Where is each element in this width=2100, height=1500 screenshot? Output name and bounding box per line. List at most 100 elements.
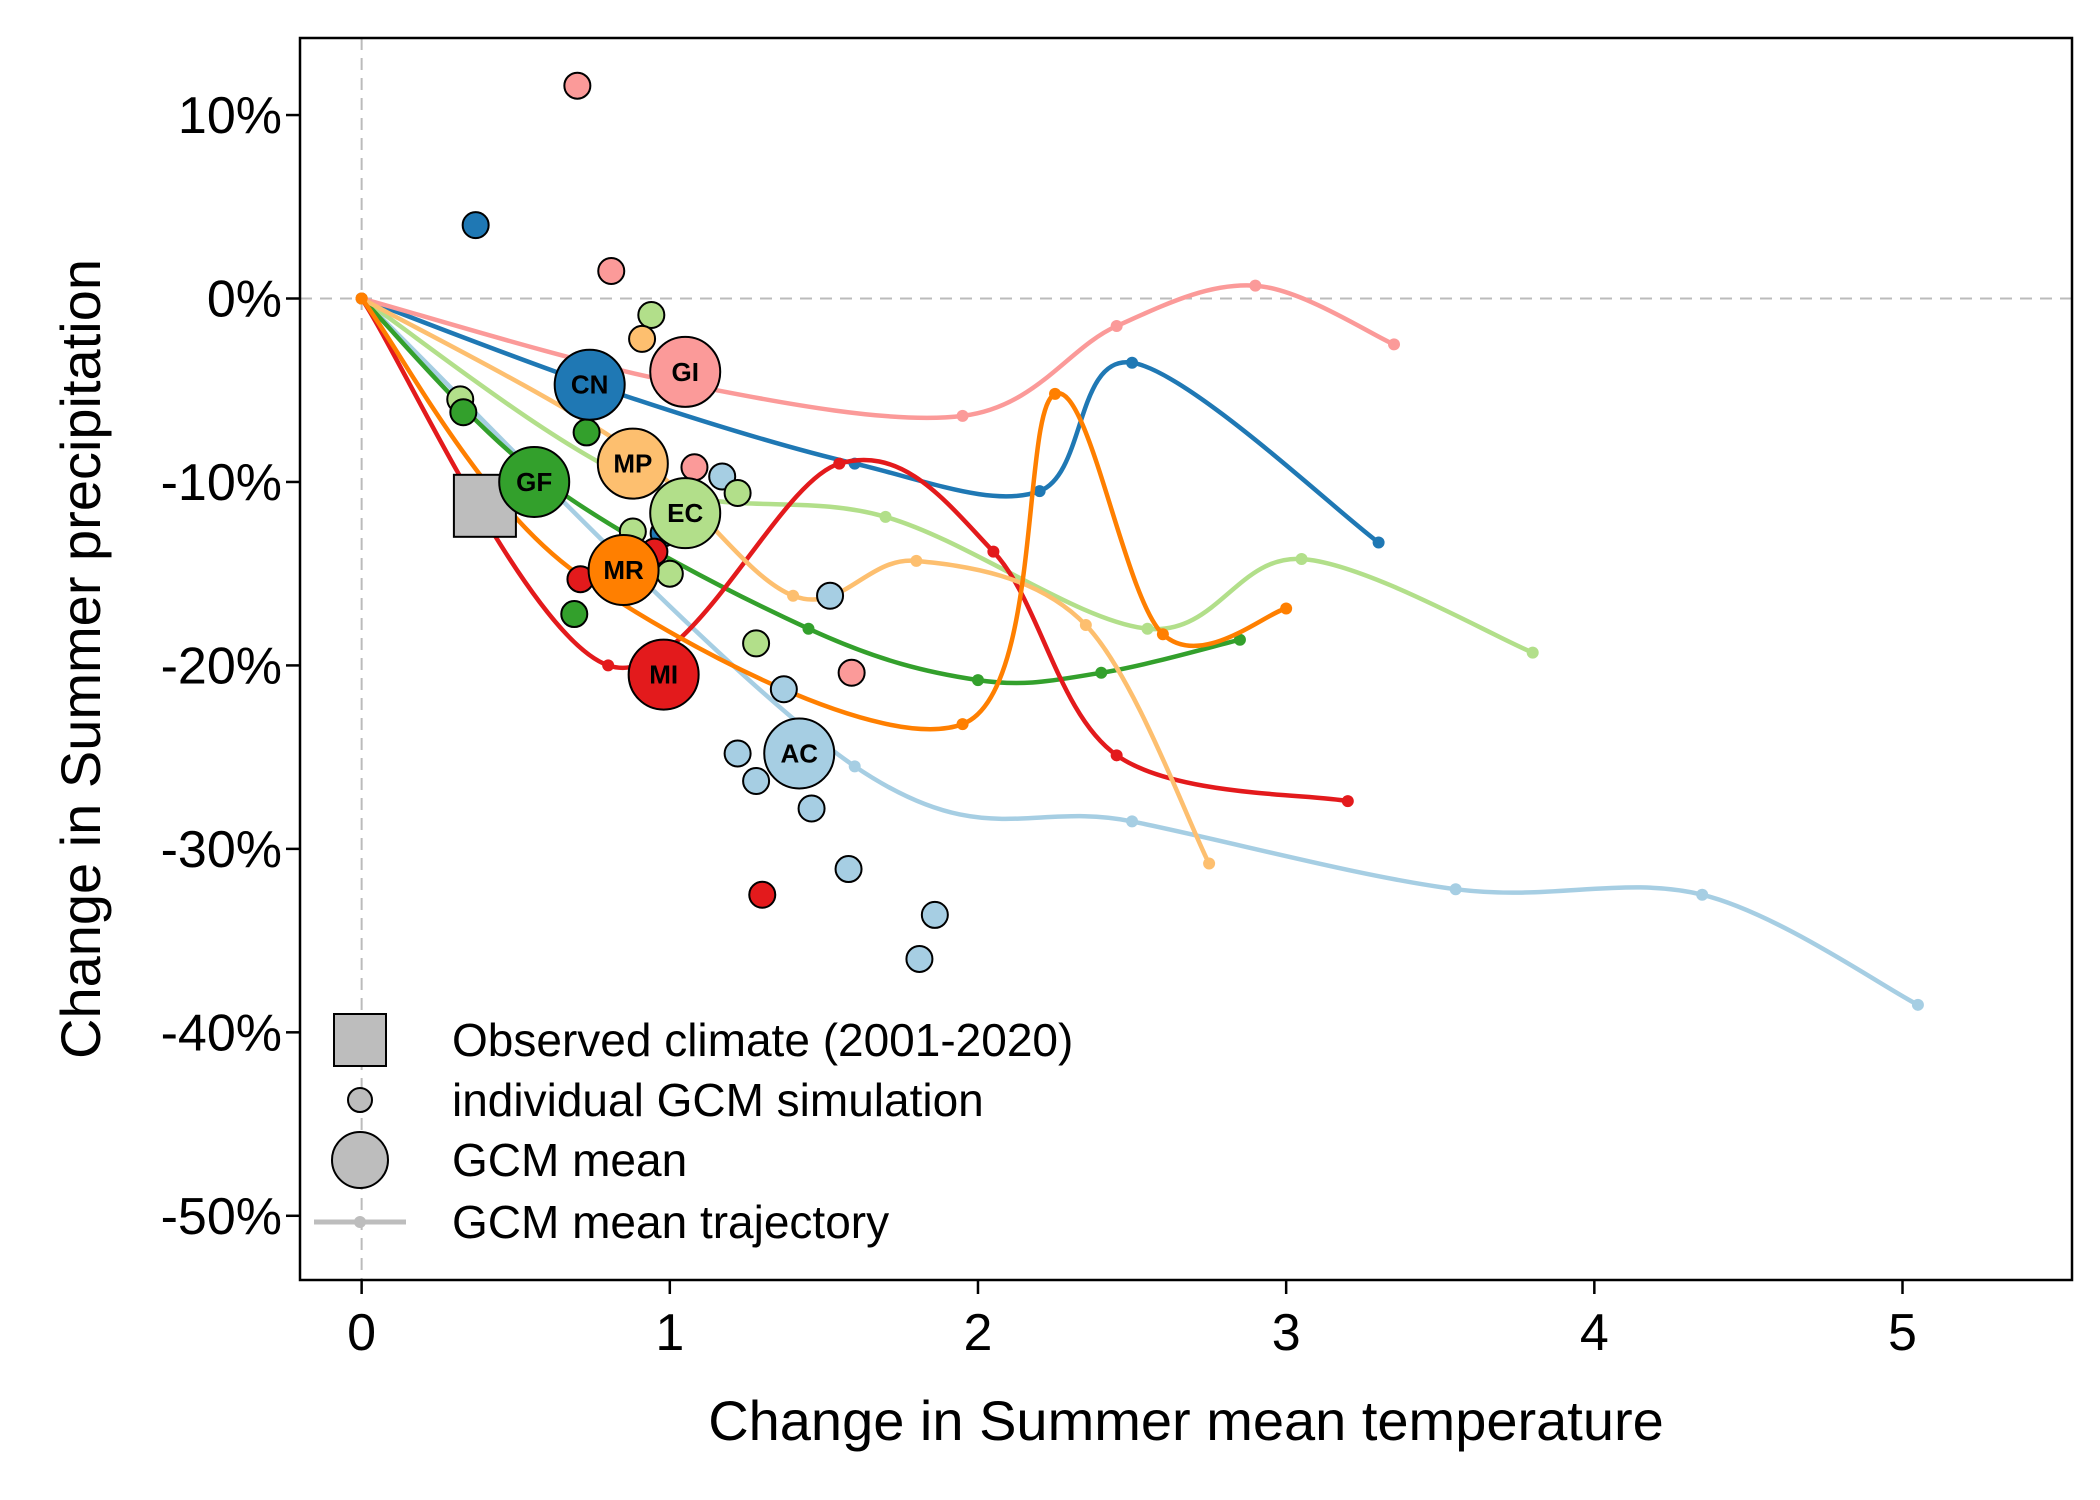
trajectory-point-ac (848, 760, 861, 773)
y-tick-label: -50% (161, 1188, 282, 1246)
member-point-gi (837, 658, 866, 687)
trajectory-point-mp (910, 554, 923, 567)
x-tick-label: 1 (655, 1304, 684, 1362)
member-point-gf (572, 418, 601, 447)
trajectory-mr (359, 296, 1289, 732)
member-point-ac (834, 855, 863, 884)
trajectory-point-cn (1372, 536, 1385, 549)
member-point-gf (449, 398, 478, 427)
mean-point-mi (627, 638, 700, 711)
mean-point-mr (587, 534, 660, 607)
mean-point-mp (596, 427, 669, 500)
member-point-mp (628, 324, 657, 353)
trajectory-point-mi (1110, 749, 1123, 762)
mean-label-cn: CN (571, 370, 609, 400)
trajectory-point-mr (1049, 387, 1062, 400)
trajectory-point-ec (1526, 646, 1539, 659)
y-tick-label: 10% (178, 87, 282, 145)
trajectory-point-mi (833, 457, 846, 470)
mean-point-gi (649, 335, 722, 408)
trajectory-point-mp (1203, 857, 1216, 870)
trajectory-point-gi (1110, 320, 1123, 333)
x-axis: 0 1 2 3 4 5 (347, 1280, 1917, 1362)
legend: Observed climate (2001-2020) individual G… (314, 1013, 1073, 1248)
mean-label-ac: AC (780, 738, 818, 768)
mean-label-mr: MR (603, 555, 644, 585)
x-tick-label: 3 (1272, 1304, 1301, 1362)
mean-label-mi: MI (649, 660, 678, 690)
member-point-ec (655, 559, 684, 588)
legend-gcm-mean-label: GCM mean (452, 1134, 687, 1186)
trajectory-point-mr (956, 718, 969, 731)
member-point-ac (797, 794, 826, 823)
member-point-gf (560, 600, 589, 629)
member-point-gi (563, 71, 592, 100)
legend-gcm-mean-trajectory-dot (354, 1216, 366, 1228)
trajectory-point-gi (1249, 279, 1262, 292)
legend-observed-climate-2001-2020-symbol (333, 1013, 387, 1067)
member-point-ac (920, 900, 949, 929)
trajectory-point-ec (1141, 622, 1154, 635)
legend-observed-climate-2001-2020-label: Observed climate (2001-2020) (452, 1014, 1073, 1066)
mean-point-ec (649, 477, 722, 550)
x-tick-label: 0 (347, 1304, 376, 1362)
member-point-ac (742, 766, 771, 795)
y-tick-label: -20% (161, 637, 282, 695)
trajectory-point-mr (1156, 628, 1169, 641)
trajectory-point-gf (1095, 666, 1108, 679)
member-point-ec (637, 301, 666, 330)
trajectory-point-mp (787, 589, 800, 602)
member-point-ec (742, 629, 771, 658)
trajectory-point-mp (1079, 619, 1092, 632)
trajectory-point-mi (987, 545, 1000, 558)
trajectory-point-mi (1341, 795, 1354, 808)
trajectory-point-gf (802, 622, 815, 635)
trajectory-point-gi (956, 409, 969, 422)
y-tick-label: -40% (161, 1004, 282, 1062)
member-point-ac (816, 581, 845, 610)
legend-individual-gcm-simulation-symbol (347, 1087, 373, 1113)
x-tick-label: 5 (1888, 1304, 1917, 1362)
member-point-gi (680, 453, 709, 482)
x-axis-title: Change in Summer mean temperature (708, 1389, 1664, 1452)
trajectory-point-cn (1033, 485, 1046, 498)
member-point-ac (905, 944, 934, 973)
member-point-cn (461, 211, 490, 240)
trajectory-point-ec (1295, 553, 1308, 566)
x-tick-label: 4 (1580, 1304, 1609, 1362)
y-tick-label: -10% (161, 454, 282, 512)
mean-point-cn (553, 348, 626, 421)
trajectory-gi (359, 283, 1397, 421)
mean-label-gf: GF (516, 467, 552, 497)
y-axis: 10% 0% -10% -20% -30% -40% -50% (161, 87, 300, 1246)
legend-gcm-mean-trajectory-label: GCM mean trajectory (452, 1196, 889, 1248)
mean-label-mp: MP (613, 449, 652, 479)
trajectory-point-ac (1449, 883, 1462, 896)
member-point-gi (597, 256, 626, 285)
trajectory-ec (359, 296, 1535, 655)
legend-gcm-mean-symbol (331, 1131, 389, 1189)
trajectory-point-ac (1126, 815, 1139, 828)
member-point-ac (723, 739, 752, 768)
legend-individual-gcm-simulation-label: individual GCM simulation (452, 1074, 984, 1126)
trajectory-mi (359, 296, 1351, 804)
trajectory-point-mr (1280, 602, 1293, 615)
y-axis-title: Change in Summer precipitation (49, 259, 112, 1059)
plot-frame (298, 36, 2074, 1282)
trajectory-point-gf (971, 674, 984, 687)
member-point-ec (723, 478, 752, 507)
trajectory-point-gi (1388, 338, 1401, 351)
mean-label-gi: GI (671, 357, 698, 387)
trajectory-point-ac (1911, 998, 1924, 1011)
trajectory-point-ac (1696, 888, 1709, 901)
trajectory-point-mi (602, 659, 615, 672)
member-point-mi (748, 880, 777, 909)
trajectory-point-cn (1126, 356, 1139, 369)
mean-point-ac (763, 717, 836, 790)
y-tick-label: 0% (207, 271, 282, 329)
trajectory-point-gf (1233, 633, 1246, 646)
mean-points: AC CN EC GF GI MI MP MR (498, 335, 836, 790)
mean-point-gf (498, 445, 571, 518)
member-point-ac (769, 675, 798, 704)
